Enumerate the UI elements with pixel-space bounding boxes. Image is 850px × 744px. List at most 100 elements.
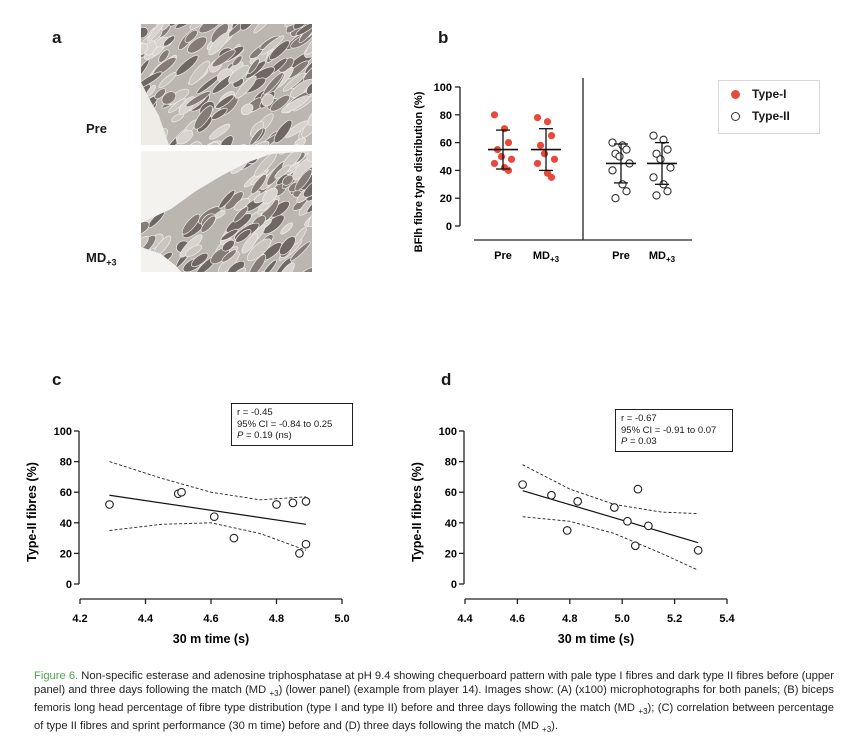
chart-c-x-tick-label: 4.8 bbox=[269, 613, 284, 625]
chart-b-x-label: Pre bbox=[494, 250, 512, 262]
figure-caption: Figure 6. Non-specific esterase and aden… bbox=[34, 670, 834, 735]
chart-b-point bbox=[663, 187, 672, 196]
chart-b-y-tick-label: 0 bbox=[446, 221, 452, 233]
chart-b-point bbox=[533, 159, 542, 168]
chart-d-point bbox=[518, 480, 527, 489]
row-label-pre: Pre bbox=[86, 121, 107, 136]
chart-d-ci-lower bbox=[522, 516, 699, 571]
chart-c-point bbox=[105, 500, 114, 509]
chart-b-point bbox=[543, 118, 552, 126]
chart-c-ci-lower bbox=[109, 522, 307, 551]
micrograph-pre bbox=[141, 24, 312, 145]
chart-d-x-tick-label: 4.4 bbox=[457, 613, 473, 625]
chart-b-point bbox=[490, 159, 499, 168]
chart-d-y-tick-label: 100 bbox=[439, 426, 457, 438]
chart-b-point bbox=[500, 125, 509, 133]
chart-b-point bbox=[618, 180, 627, 189]
chart-b-y-label: BFlh fibre type distribution (%) bbox=[413, 91, 425, 252]
chart-d: 0 20 40 60 80 100 4.4 4.6 4.8 5.0 5.2 5.4 30 m time … bbox=[410, 426, 736, 646]
panel-c-letter: c bbox=[52, 370, 62, 389]
chart-c-x-tick-label: 4.4 bbox=[138, 613, 154, 625]
chart-d-point bbox=[644, 521, 653, 531]
stats-d-p: P = 0.03 bbox=[621, 436, 657, 447]
chart-c-y-tick-label: 80 bbox=[60, 457, 72, 469]
chart-d-x-tick-label: 5.4 bbox=[719, 613, 735, 625]
chart-b-point bbox=[490, 111, 499, 119]
chart-c-x-tick-label: 4.6 bbox=[203, 613, 218, 625]
chart-b-point bbox=[540, 150, 549, 158]
chart-c-point bbox=[177, 487, 186, 497]
stats-c-ci: 95% CI = -0.84 to 0.25 bbox=[237, 418, 333, 430]
chart-c-regression-line bbox=[109, 494, 307, 525]
chart-c-point bbox=[229, 533, 239, 543]
legend-type-i-marker bbox=[731, 90, 740, 99]
chart-b-point bbox=[622, 187, 631, 196]
chart-d-y-title: Type-II fibres (%) bbox=[410, 462, 424, 562]
chart-c-x-title: 30 m time (s) bbox=[173, 632, 249, 646]
legend-b: Type-I Type-II bbox=[718, 80, 820, 134]
chart-d-x-title: 30 m time (s) bbox=[558, 632, 634, 646]
chart-c-point bbox=[295, 549, 304, 558]
chart-c-y-tick-label: 40 bbox=[60, 518, 72, 530]
chart-d-x-tick-label: 4.8 bbox=[562, 613, 577, 625]
chart-b: BFlh fibre type distribution (%) 0 20 40 60… bbox=[413, 78, 692, 264]
chart-b-y-tick-label: 60 bbox=[440, 138, 452, 150]
chart-b-point bbox=[666, 163, 675, 172]
chart-d-point bbox=[623, 516, 632, 526]
chart-c-x-tick-label: 5.0 bbox=[334, 613, 349, 625]
chart-b-point bbox=[550, 155, 559, 163]
chart-b-point bbox=[608, 166, 617, 175]
chart-b-point bbox=[497, 152, 506, 161]
chart-d-y-tick-label: 40 bbox=[445, 518, 457, 530]
chart-b-point bbox=[622, 145, 631, 154]
chart-b-point bbox=[649, 131, 658, 140]
chart-d-point bbox=[693, 545, 703, 555]
chart-b-point bbox=[656, 155, 665, 164]
chart-c-point bbox=[288, 498, 298, 508]
stats-box-c: r = -0.45 95% CI = -0.84 to 0.25 P = 0.1… bbox=[231, 403, 353, 446]
chart-d-y-tick-label: 80 bbox=[445, 457, 457, 469]
chart-b-y-tick-label: 20 bbox=[440, 193, 452, 205]
chart-b-point bbox=[659, 135, 668, 144]
chart-c-y-tick-label: 60 bbox=[60, 487, 72, 499]
panel-d-letter: d bbox=[441, 370, 452, 389]
chart-c-y-title: Type-II fibres (%) bbox=[25, 462, 39, 562]
chart-d-x-tick-label: 5.2 bbox=[667, 613, 682, 625]
chart-d-x-tick-label: 4.6 bbox=[510, 613, 525, 625]
chart-b-x-label: MD+3 bbox=[649, 250, 676, 264]
chart-c-x-tick-label: 4.2 bbox=[72, 613, 87, 625]
legend-type-ii-label: Type-II bbox=[752, 109, 790, 123]
chart-b-y-tick-label: 40 bbox=[440, 165, 452, 177]
stats-c-p: P = 0.19 (ns) bbox=[237, 430, 292, 441]
chart-c-ci-upper bbox=[109, 461, 307, 501]
chart-b-point bbox=[611, 194, 620, 203]
chart-c-point bbox=[272, 500, 281, 509]
panel-a-letter: a bbox=[52, 28, 62, 47]
chart-b-point bbox=[504, 166, 513, 174]
chart-d-point bbox=[609, 503, 619, 512]
chart-c: 0 20 40 60 80 100 4.2 4.4 4.6 4.8 5.0 30 m time (s)… bbox=[25, 426, 350, 646]
chart-d-y-tick-label: 20 bbox=[445, 548, 457, 560]
chart-d-point bbox=[633, 484, 643, 494]
stats-box-d: r = -0.67 95% CI = -0.91 to 0.07 P = 0.0… bbox=[615, 409, 733, 452]
chart-d-point bbox=[630, 541, 640, 551]
chart-b-point bbox=[547, 132, 556, 140]
legend-type-ii-marker bbox=[731, 112, 740, 121]
stats-d-r: r = -0.67 bbox=[621, 413, 657, 424]
panel-b-letter: b bbox=[438, 28, 449, 47]
chart-b-point bbox=[652, 191, 661, 200]
chart-d-y-tick-label: 60 bbox=[445, 487, 457, 499]
chart-c-y-tick-label: 0 bbox=[66, 579, 72, 591]
chart-b-x-label: MD+3 bbox=[533, 250, 560, 264]
chart-c-y-tick-label: 20 bbox=[60, 548, 72, 560]
row-label-md3: MD+3 bbox=[86, 250, 117, 268]
chart-d-x-tick-label: 5.0 bbox=[615, 613, 630, 625]
chart-c-point bbox=[209, 512, 219, 522]
chart-b-point bbox=[536, 141, 545, 149]
chart-b-y-tick-label: 100 bbox=[434, 82, 452, 94]
stats-c-r: r = -0.45 bbox=[237, 407, 273, 418]
chart-b-y-tick-label: 80 bbox=[440, 110, 452, 122]
chart-d-y-tick-label: 0 bbox=[451, 579, 457, 591]
legend-type-i-label: Type-I bbox=[752, 87, 787, 101]
chart-b-point bbox=[533, 113, 542, 122]
